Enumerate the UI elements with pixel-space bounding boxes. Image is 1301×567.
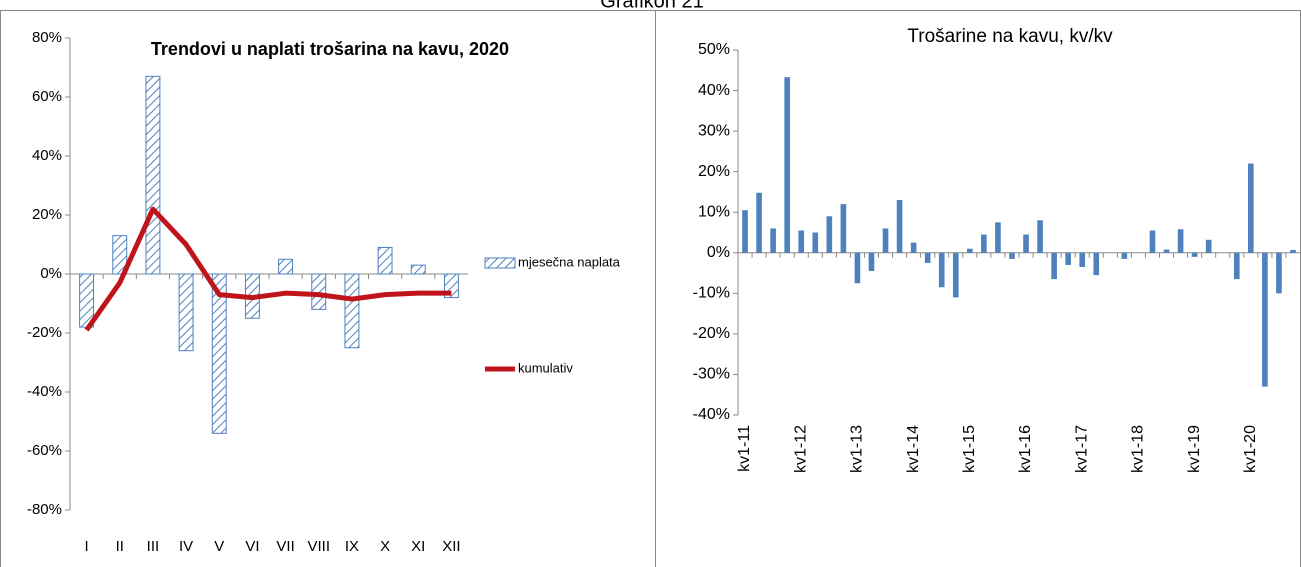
x-tick-label: kv1-11 xyxy=(736,425,753,472)
bar xyxy=(1177,229,1184,253)
y-tick-label: -40% xyxy=(693,406,730,423)
bar xyxy=(410,264,426,275)
bar xyxy=(840,204,847,253)
bar xyxy=(995,222,1001,253)
chart-title: Trošarine na kavu, kv/kv xyxy=(907,26,1113,47)
bar xyxy=(1065,252,1071,265)
bar xyxy=(145,75,161,275)
x-tick-label: kv1-16 xyxy=(1017,425,1034,473)
x-tick-label: kv1-18 xyxy=(1130,425,1147,473)
bar xyxy=(1191,252,1198,257)
y-tick-label: 80% xyxy=(32,29,62,46)
bar xyxy=(1023,234,1029,253)
bar xyxy=(377,246,393,275)
bar xyxy=(112,235,128,275)
bar xyxy=(1079,252,1086,267)
bar xyxy=(854,252,861,284)
bar xyxy=(938,252,945,288)
y-tick-label: 60% xyxy=(32,88,62,105)
bar xyxy=(1262,252,1268,387)
x-tick-label: I xyxy=(84,538,88,555)
figure-heading: Grafikon 21 xyxy=(600,0,703,12)
bar xyxy=(924,252,931,263)
y-tick-label: -20% xyxy=(693,325,730,342)
y-tick-label: -10% xyxy=(693,285,730,302)
bar xyxy=(742,210,748,253)
x-tick-label: IX xyxy=(345,538,359,555)
y-tick-label: 40% xyxy=(698,82,730,99)
bar xyxy=(178,273,194,352)
bar xyxy=(896,200,903,253)
bar xyxy=(981,234,987,253)
bar xyxy=(211,273,227,434)
bar xyxy=(756,192,762,253)
bar xyxy=(868,252,875,272)
y-tick-label: -40% xyxy=(27,383,62,400)
x-tick-label: XII xyxy=(442,538,460,555)
bar xyxy=(812,232,819,253)
bar xyxy=(1037,220,1043,253)
x-tick-label: II xyxy=(116,538,124,555)
x-tick-label: XI xyxy=(411,538,425,555)
legend-label: mjesečna naplata xyxy=(518,254,621,269)
y-tick-label: -60% xyxy=(27,442,62,459)
y-tick-label: 10% xyxy=(698,203,730,220)
right-frame xyxy=(655,10,1301,567)
legend-label: kumulativ xyxy=(518,360,573,375)
x-tick-label: VII xyxy=(276,538,294,555)
bar xyxy=(967,248,973,253)
bar xyxy=(1290,249,1296,253)
left-frame xyxy=(0,10,656,567)
bar xyxy=(1233,252,1240,280)
y-tick-label: 20% xyxy=(32,206,62,223)
bar xyxy=(952,252,959,298)
bar xyxy=(784,77,790,253)
y-tick-label: -80% xyxy=(27,501,62,518)
x-tick-label: III xyxy=(147,538,160,555)
x-tick-label: VI xyxy=(245,538,259,555)
y-tick-label: 50% xyxy=(698,41,730,58)
bar xyxy=(882,228,889,253)
bar xyxy=(1276,252,1282,294)
x-tick-label: kv1-17 xyxy=(1073,425,1090,473)
line xyxy=(84,206,452,332)
y-tick-label: 0% xyxy=(40,265,62,282)
bar xyxy=(1009,252,1015,259)
bar xyxy=(826,216,833,253)
bar xyxy=(798,230,805,253)
y-tick-label: 40% xyxy=(32,147,62,164)
bar xyxy=(1205,239,1212,253)
x-tick-label: kv1-20 xyxy=(1242,425,1259,473)
y-tick-label: 30% xyxy=(698,122,730,139)
y-tick-label: -20% xyxy=(27,324,62,341)
x-tick-label: kv1-15 xyxy=(961,425,978,473)
x-tick-label: IV xyxy=(179,538,193,555)
bar xyxy=(311,273,327,310)
y-tick-label: 0% xyxy=(707,244,730,261)
bar xyxy=(1149,230,1156,253)
chart-title: Trendovi u naplati trošarina na kavu, 20… xyxy=(151,39,509,59)
bar xyxy=(1051,252,1057,280)
x-tick-label: kv1-13 xyxy=(849,425,866,473)
bar xyxy=(344,273,360,349)
bar xyxy=(1163,249,1170,253)
y-tick-label: -30% xyxy=(693,366,730,383)
x-tick-label: kv1-19 xyxy=(1186,425,1203,473)
x-tick-label: kv1-14 xyxy=(905,425,922,473)
x-tick-label: kv1-12 xyxy=(792,425,809,473)
x-tick-label: VIII xyxy=(307,538,330,555)
y-tick-label: 20% xyxy=(698,163,730,180)
bar xyxy=(910,242,917,253)
bar xyxy=(278,258,294,275)
bar xyxy=(1121,252,1128,259)
x-tick-label: X xyxy=(380,538,390,555)
x-tick-label: V xyxy=(214,538,224,555)
bar xyxy=(1093,252,1100,276)
bar xyxy=(1248,163,1254,253)
legend-swatch xyxy=(484,257,516,269)
bar xyxy=(770,228,776,253)
